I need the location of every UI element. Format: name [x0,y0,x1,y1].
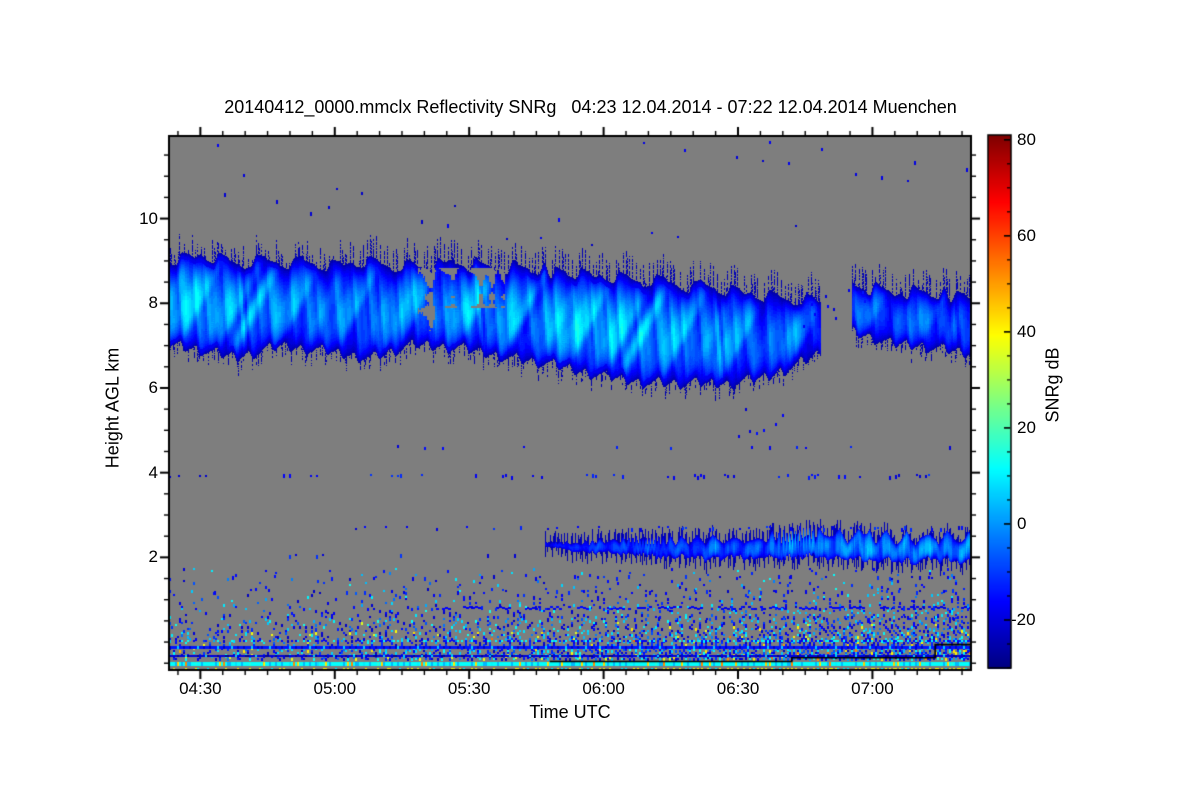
colorbar-tick-label: 0 [1017,513,1027,533]
y-tick-label: 6 [148,377,158,397]
colorbar-tick-label: -20 [1011,609,1036,629]
colorbar-tick-label: 20 [1017,417,1036,437]
x-axis-label: Time UTC [529,702,611,722]
colorbar-tick-label: 40 [1017,321,1036,341]
x-tick-label: 04:30 [179,679,222,698]
x-tick-label: 05:30 [447,679,491,698]
page-title: 20140412_0000.mmclx Reflectivity SNRg 04… [224,97,957,117]
x-tick-label: 06:00 [582,679,625,698]
x-tick-label: 06:30 [716,679,760,698]
x-tick-label: 07:00 [851,679,894,698]
colorbar-label: SNRg dB [1042,347,1063,423]
x-tick-label: 05:00 [313,679,357,698]
y-axis-label: Height AGL km [102,347,123,469]
y-tick-label: 2 [148,547,158,567]
y-tick-label: 8 [148,293,158,313]
y-tick-label: 10 [139,208,158,228]
colorbar-tick-label: 80 [1017,129,1036,149]
colorbar-tick-label: 60 [1017,225,1036,245]
y-tick-label: 4 [148,462,158,482]
